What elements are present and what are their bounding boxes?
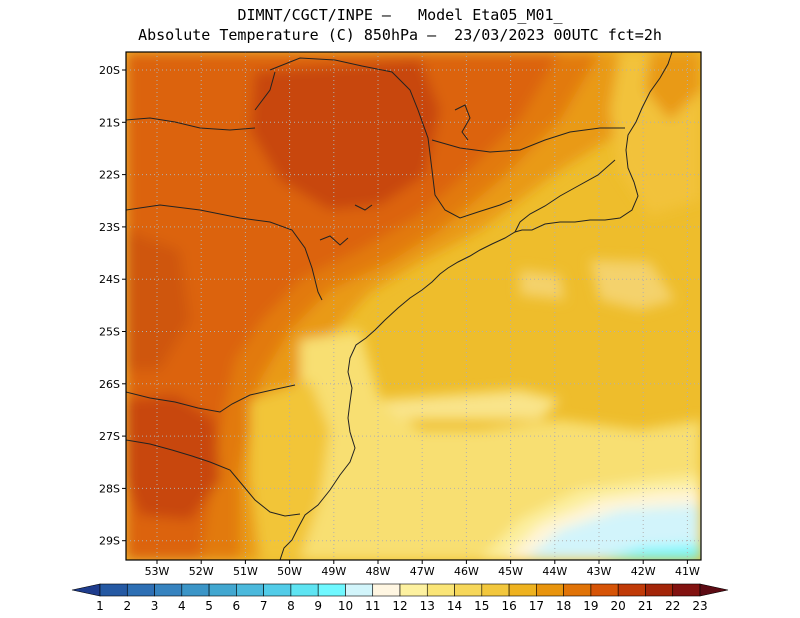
state-border xyxy=(269,57,513,219)
state-border xyxy=(126,204,323,301)
colorbar-label: 6 xyxy=(233,599,241,613)
lon-tick-label: 53W xyxy=(145,565,170,578)
colorbar-cell xyxy=(208,583,237,597)
map-title-line-2: Absolute Temperature (C) 850hPa – 23/03/… xyxy=(138,26,662,44)
coastline-and-borders xyxy=(126,52,673,560)
colorbar-cell xyxy=(645,583,674,597)
lon-tick-label: 51W xyxy=(233,565,258,578)
colorbar-label: 3 xyxy=(151,599,159,613)
colorbar-cell xyxy=(126,583,155,597)
colorbar-label: 23 xyxy=(692,599,707,613)
lon-tick-label: 41W xyxy=(675,565,700,578)
colorbar-arrow-low xyxy=(71,583,101,597)
longitude-axis: 53W 52W 51W 50W 49W 48W 47W 46W 45W 44W 43W 42W 41W xyxy=(145,560,700,578)
colorbar-label: 17 xyxy=(529,599,544,613)
colorbar-cell xyxy=(181,583,210,597)
lon-tick-label: 46W xyxy=(454,565,479,578)
temperature-field xyxy=(126,52,701,560)
lat-tick-label: 23S xyxy=(99,221,120,234)
lon-tick-label: 43W xyxy=(587,565,612,578)
lon-tick-label: 52W xyxy=(189,565,214,578)
lon-tick-label: 47W xyxy=(410,565,435,578)
lat-tick-label: 20S xyxy=(99,64,120,77)
colorbar-arrow-high xyxy=(699,583,729,597)
colorbar-label: 13 xyxy=(420,599,435,613)
colorbar-label: 9 xyxy=(314,599,322,613)
colorbar-cell xyxy=(290,583,319,597)
colorbar-cell xyxy=(372,583,401,597)
colorbar-cell xyxy=(345,583,374,597)
colorbar-cell xyxy=(672,583,701,597)
colorbar-label: 10 xyxy=(338,599,353,613)
colorbar-cell xyxy=(590,583,619,597)
state-border xyxy=(254,71,276,111)
colorbar-label: 18 xyxy=(556,599,571,613)
colorbar-cell xyxy=(508,583,537,597)
colorbar-label: 22 xyxy=(665,599,680,613)
colorbar-label: 20 xyxy=(611,599,626,613)
lon-tick-label: 45W xyxy=(498,565,523,578)
lon-tick-label: 50W xyxy=(277,565,302,578)
colorbar-cell xyxy=(617,583,646,597)
lat-tick-label: 25S xyxy=(99,326,120,339)
colorbar-label: 19 xyxy=(583,599,598,613)
colorbar-label: 15 xyxy=(474,599,489,613)
lat-tick-label: 27S xyxy=(99,430,120,443)
state-border xyxy=(431,127,625,153)
colorbar-cell xyxy=(536,583,564,597)
colorbar-cell xyxy=(454,583,483,597)
colorbar: 1 2 3 4 5 6 7 8 9 10 11 12 13 14 15 16 17 18 19 20 21 22 23 xyxy=(71,583,729,613)
state-border xyxy=(514,159,616,233)
colorbar-label: 11 xyxy=(365,599,380,613)
colorbar-label: 14 xyxy=(447,599,462,613)
latitude-axis: 20S 21S 22S 23S 24S 25S 26S 27S 28S 29S xyxy=(99,64,126,548)
map-title-line-1: DIMNT/CGCT/INPE – Model Eta05_M01_ xyxy=(237,6,563,24)
state-border xyxy=(126,384,296,413)
colorbar-cell xyxy=(426,583,455,597)
lat-tick-label: 26S xyxy=(99,378,120,391)
state-border xyxy=(126,439,301,517)
lat-tick-label: 24S xyxy=(99,273,120,286)
colorbar-label: 7 xyxy=(260,599,268,613)
colorbar-label: 4 xyxy=(178,599,186,613)
map-frame xyxy=(125,51,702,561)
colorbar-cell xyxy=(154,583,183,597)
colorbar-label: 8 xyxy=(287,599,295,613)
colorbar-label: 16 xyxy=(501,599,516,613)
lon-tick-label: 49W xyxy=(321,565,346,578)
colorbar-label: 1 xyxy=(96,599,104,613)
lon-tick-label: 48W xyxy=(366,565,391,578)
lat-tick-label: 29S xyxy=(99,535,120,548)
colorbar-cell xyxy=(99,583,128,597)
lat-tick-label: 21S xyxy=(99,116,120,129)
state-border xyxy=(126,117,256,131)
colorbar-cell xyxy=(263,583,292,597)
colorbar-label: 2 xyxy=(123,599,131,613)
lon-tick-label: 44W xyxy=(542,565,567,578)
lon-tick-label: 42W xyxy=(631,565,656,578)
colorbar-cell xyxy=(563,583,592,597)
colorbar-cell xyxy=(481,583,510,597)
coastline xyxy=(279,52,673,560)
colorbar-cell xyxy=(317,583,346,597)
colorbar-cell xyxy=(236,583,264,597)
river-lake xyxy=(319,104,471,246)
colorbar-cell xyxy=(399,583,428,597)
colorbar-label: 5 xyxy=(205,599,213,613)
colorbar-label: 21 xyxy=(638,599,653,613)
lat-tick-label: 22S xyxy=(99,169,120,182)
colorbar-label: 12 xyxy=(392,599,407,613)
lat-tick-label: 28S xyxy=(99,482,120,495)
